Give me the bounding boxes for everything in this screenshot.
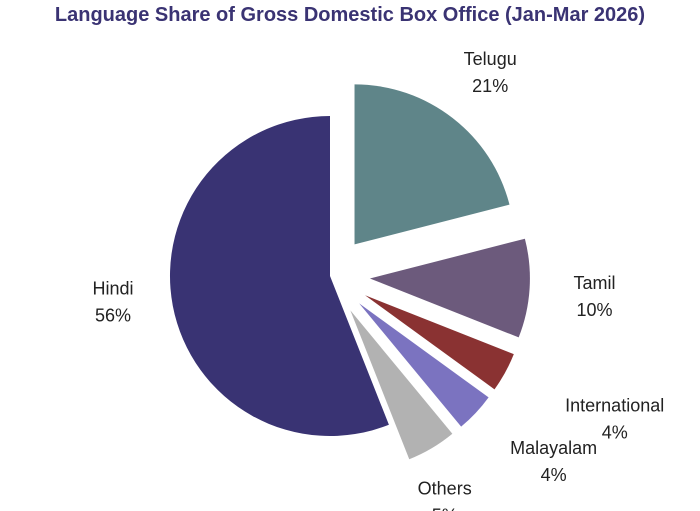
slice-value-others: 5% (432, 505, 458, 511)
pie-slice-telugu (354, 84, 510, 245)
pie-slice-others (350, 310, 453, 460)
slice-label-hindi: Hindi 56% (92, 279, 133, 326)
pie-slice-international (365, 295, 514, 390)
slice-label-others: Others 5% (418, 478, 472, 511)
pie-labels: Telugu 21%Tamil 10%International 4%Malayala… (92, 49, 664, 511)
slice-label-malayalam: Malayalam 4% (510, 438, 597, 485)
slice-label-tamil: Tamil 10% (573, 273, 615, 320)
slice-name-tamil: Tamil (573, 273, 615, 293)
pie-slice-tamil (369, 238, 530, 338)
slice-value-hindi: 56% (95, 306, 131, 326)
slice-value-international: 4% (602, 423, 628, 443)
slice-name-hindi: Hindi (92, 279, 133, 299)
slice-name-malayalam: Malayalam (510, 438, 597, 458)
slice-label-telugu: Telugu 21% (464, 49, 517, 96)
slice-name-telugu: Telugu (464, 49, 517, 69)
pie-slice-malayalam (359, 303, 489, 427)
slice-value-malayalam: 4% (541, 465, 567, 485)
slice-name-international: International (565, 396, 664, 416)
pie-slice-hindi (169, 115, 389, 437)
slice-value-tamil: 10% (576, 300, 612, 320)
slice-value-telugu: 21% (472, 76, 508, 96)
pie-slices (169, 84, 530, 460)
slice-label-international: International 4% (565, 396, 664, 443)
slice-name-others: Others (418, 478, 472, 498)
chart-title: Language Share of Gross Domestic Box Off… (54, 4, 646, 26)
